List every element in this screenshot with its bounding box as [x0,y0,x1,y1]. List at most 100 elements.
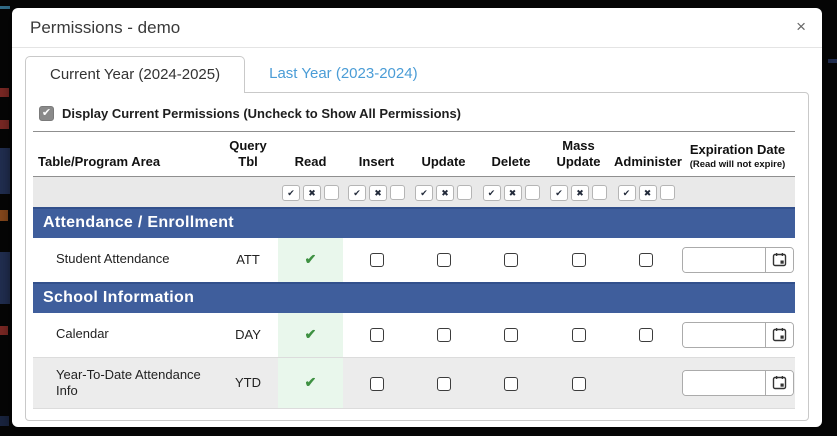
area-label: Student Attendance [33,237,218,283]
tab-label: Current Year (2024-2025) [50,66,221,83]
table-header-row: Table/Program Area Query Tbl Read Insert… [33,131,795,177]
bulk-cell-update: ✔ ✖ [410,176,477,208]
tab-panel-current-year: ✔ Display Current Permissions (Uncheck t… [25,92,809,421]
select-column-read-checkbox[interactable] [324,185,339,200]
read-permission-cell: ✔ [278,312,343,358]
section-title: School Information [33,281,795,313]
calendar-icon [772,328,787,342]
display-permissions-filter: ✔ Display Current Permissions (Uncheck t… [39,106,801,121]
expiration-date-input[interactable] [683,322,765,347]
insert-checkbox[interactable] [369,376,384,391]
background-fragment [0,252,10,304]
permissions-dialog: Permissions - demo × Current Year (2024-… [12,8,822,427]
uncheck-all-update-button[interactable]: ✖ [436,184,454,201]
background-fragment [0,6,10,9]
checkmark-icon: ✔ [41,107,52,119]
section-header-school-information: School Information [33,281,795,313]
background-fragment [0,88,9,97]
display-permissions-label: Display Current Permissions (Uncheck to … [62,106,462,121]
check-all-update-button[interactable]: ✔ [415,184,433,201]
column-header-read: Read [278,131,343,177]
query-tbl-value: YTD [218,357,278,409]
x-icon: ✖ [441,187,449,198]
read-granted-check-icon: ✔ [304,326,317,342]
delete-checkbox[interactable] [504,253,518,268]
administer-checkbox[interactable] [639,253,653,268]
x-icon: ✖ [508,187,517,198]
display-permissions-checkbox[interactable]: ✔ [39,106,54,121]
table-row-ytd-attendance-info: Year-To-Date Attendance Info YTD ✔ [33,357,795,409]
uncheck-all-mass-update-button[interactable]: ✖ [571,184,589,201]
delete-checkbox[interactable] [504,328,518,343]
tab-last-year[interactable]: Last Year (2023-2024) [245,56,441,92]
calendar-picker-button[interactable] [765,247,793,272]
bulk-cell-delete: ✔ ✖ [477,176,545,208]
expiration-date-field [682,246,794,273]
table-row-calendar: Calendar DAY ✔ [33,312,795,358]
column-header-expiration: Expiration Date (Read will not expire) [680,131,795,177]
tab-label: Last Year (2023-2024) [269,65,418,82]
dialog-title: Permissions - demo [30,18,181,37]
insert-checkbox[interactable] [369,328,384,343]
tab-bar: Current Year (2024-2025) Last Year (2023… [25,54,809,93]
bulk-cell-mass-update: ✔ ✖ [545,176,612,208]
background-fragment [0,326,8,335]
read-granted-check-icon: ✔ [304,251,317,267]
area-label: Calendar [33,312,218,358]
mass-update-checkbox[interactable] [571,376,586,391]
column-header-delete: Delete [477,131,545,177]
update-checkbox[interactable] [436,253,451,268]
read-granted-check-icon: ✔ [304,374,317,391]
expiration-date-input[interactable] [683,247,765,272]
tab-current-year[interactable]: Current Year (2024-2025) [25,56,246,93]
administer-checkbox[interactable] [639,328,653,343]
x-icon: ✖ [308,187,316,198]
column-header-administer: Administer [612,131,682,177]
expiration-date-field [682,369,794,396]
check-all-administer-button[interactable]: ✔ [617,184,636,201]
bulk-cell-read: ✔ ✖ [278,176,343,208]
update-checkbox[interactable] [436,328,451,343]
calendar-icon [772,376,787,390]
section-title: Attendance / Enrollment [33,206,795,238]
expiration-date-input[interactable] [683,370,765,395]
uncheck-all-delete-button[interactable]: ✖ [503,184,522,201]
column-header-query-tbl: Query Tbl [218,131,278,177]
mass-update-checkbox[interactable] [571,328,586,343]
delete-checkbox[interactable] [504,376,518,391]
mass-update-checkbox[interactable] [571,253,586,268]
update-checkbox[interactable] [436,376,451,391]
calendar-picker-button[interactable] [765,322,793,347]
check-all-insert-button[interactable]: ✔ [348,184,366,201]
insert-checkbox[interactable] [369,253,384,268]
check-all-delete-button[interactable]: ✔ [482,184,501,201]
check-all-mass-update-button[interactable]: ✔ [550,184,568,201]
tabs-container: Current Year (2024-2025) Last Year (2023… [25,54,809,421]
select-column-update-checkbox[interactable] [457,185,472,200]
calendar-picker-button[interactable] [765,370,793,395]
expiration-header-label: Expiration Date [689,142,786,158]
dialog-header: Permissions - demo × [12,8,822,48]
query-tbl-value: ATT [218,237,278,283]
select-column-delete-checkbox[interactable] [524,185,540,200]
table-row-student-attendance: Student Attendance ATT ✔ [33,237,795,283]
check-all-read-button[interactable]: ✔ [282,184,300,201]
bulk-action-row: ✔ ✖ ✔ ✖ ✔ [33,176,795,208]
close-icon: × [796,17,806,36]
read-permission-cell: ✔ [278,237,343,283]
permissions-table: Table/Program Area Query Tbl Read Insert… [33,131,795,409]
close-button[interactable]: × [792,17,810,37]
uncheck-all-administer-button[interactable]: ✖ [638,184,657,201]
background-fragment [0,416,9,426]
uncheck-all-insert-button[interactable]: ✖ [369,184,387,201]
select-column-administer-checkbox[interactable] [659,185,675,200]
bulk-cell-insert: ✔ ✖ [343,176,410,208]
uncheck-all-read-button[interactable]: ✖ [303,184,321,201]
select-column-insert-checkbox[interactable] [390,185,405,200]
column-header-insert: Insert [343,131,410,177]
select-column-mass-update-checkbox[interactable] [592,185,607,200]
background-fragment [828,59,837,63]
calendar-icon [772,253,787,267]
check-icon: ✔ [555,187,563,198]
read-permission-cell: ✔ [278,357,343,409]
